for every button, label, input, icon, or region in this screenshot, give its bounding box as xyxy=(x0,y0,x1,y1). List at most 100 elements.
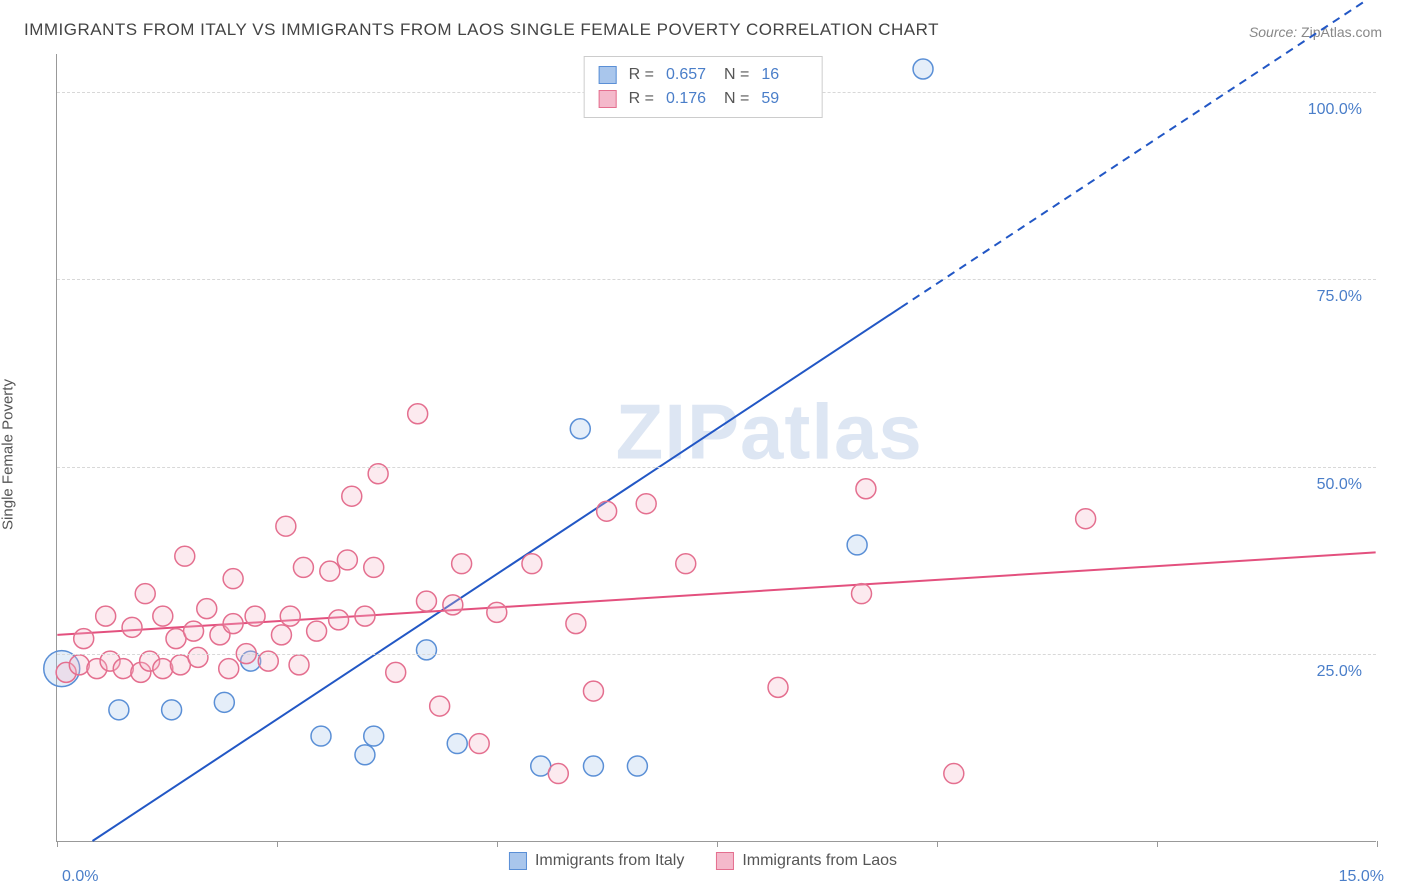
legend-label: Immigrants from Laos xyxy=(742,852,897,870)
stat-n-label: N = xyxy=(724,63,749,87)
data-point xyxy=(636,494,656,514)
x-tick xyxy=(717,841,718,847)
data-point xyxy=(913,59,933,79)
data-point xyxy=(583,681,603,701)
x-tick xyxy=(1157,841,1158,847)
data-point xyxy=(856,479,876,499)
x-axis-max-label: 15.0% xyxy=(1339,868,1384,886)
x-tick xyxy=(497,841,498,847)
stat-r-label: R = xyxy=(629,87,654,111)
data-point xyxy=(162,700,182,720)
data-point xyxy=(408,404,428,424)
x-tick xyxy=(277,841,278,847)
data-point xyxy=(96,606,116,626)
stat-n-value: 16 xyxy=(761,63,807,87)
chart-svg xyxy=(57,54,1376,841)
legend-swatch xyxy=(716,852,734,870)
data-point xyxy=(122,617,142,637)
data-point xyxy=(355,606,375,626)
gridline xyxy=(57,654,1376,655)
source-label: Source: xyxy=(1249,24,1297,40)
data-point xyxy=(113,659,133,679)
y-axis-label: Single Female Poverty xyxy=(0,379,17,530)
data-point xyxy=(342,486,362,506)
legend-label: Immigrants from Italy xyxy=(535,852,684,870)
data-point xyxy=(566,614,586,634)
data-point xyxy=(676,554,696,574)
data-point xyxy=(197,599,217,619)
data-point xyxy=(469,734,489,754)
stat-r-value: 0.176 xyxy=(666,87,712,111)
data-point xyxy=(245,606,265,626)
x-tick xyxy=(1377,841,1378,847)
data-point xyxy=(1076,509,1096,529)
y-tick-label: 25.0% xyxy=(1317,663,1362,681)
data-point xyxy=(416,591,436,611)
stat-n-value: 59 xyxy=(761,87,807,111)
x-axis-min-label: 0.0% xyxy=(62,868,98,886)
data-point xyxy=(214,692,234,712)
y-tick-label: 100.0% xyxy=(1308,101,1362,119)
data-point xyxy=(329,610,349,630)
y-tick-label: 50.0% xyxy=(1317,476,1362,494)
data-point xyxy=(135,584,155,604)
data-point xyxy=(311,726,331,746)
data-point xyxy=(386,662,406,682)
data-point xyxy=(452,554,472,574)
data-point xyxy=(223,569,243,589)
data-point xyxy=(293,557,313,577)
source-attribution: Source: ZipAtlas.com xyxy=(1249,24,1382,40)
data-point xyxy=(280,606,300,626)
data-point xyxy=(570,419,590,439)
data-point xyxy=(175,546,195,566)
data-point xyxy=(276,516,296,536)
data-point xyxy=(487,602,507,622)
data-point xyxy=(153,606,173,626)
legend-swatch xyxy=(599,90,617,108)
data-point xyxy=(447,734,467,754)
data-point xyxy=(430,696,450,716)
data-point xyxy=(219,659,239,679)
legend-row: R = 0.176 N = 59 xyxy=(599,87,808,111)
data-point xyxy=(847,535,867,555)
data-point xyxy=(522,554,542,574)
data-point xyxy=(69,655,89,675)
correlation-legend: R = 0.657 N = 16 R = 0.176 N = 59 xyxy=(584,56,823,118)
data-point xyxy=(627,756,647,776)
legend-item: Immigrants from Italy xyxy=(509,852,684,870)
chart-title: IMMIGRANTS FROM ITALY VS IMMIGRANTS FROM… xyxy=(24,20,939,40)
data-point xyxy=(337,550,357,570)
data-point xyxy=(416,640,436,660)
source-value: ZipAtlas.com xyxy=(1301,24,1382,40)
data-point xyxy=(223,614,243,634)
data-point xyxy=(364,557,384,577)
series-legend: Immigrants from Italy Immigrants from Lao… xyxy=(509,852,897,870)
data-point xyxy=(188,647,208,667)
legend-item: Immigrants from Laos xyxy=(716,852,897,870)
data-point xyxy=(320,561,340,581)
gridline xyxy=(57,279,1376,280)
data-point xyxy=(944,764,964,784)
data-point xyxy=(307,621,327,641)
data-point xyxy=(852,584,872,604)
legend-swatch xyxy=(509,852,527,870)
data-point xyxy=(289,655,309,675)
legend-row: R = 0.657 N = 16 xyxy=(599,63,808,87)
data-point xyxy=(597,501,617,521)
data-point xyxy=(355,745,375,765)
x-tick xyxy=(937,841,938,847)
stat-r-value: 0.657 xyxy=(666,63,712,87)
data-point xyxy=(443,595,463,615)
data-point xyxy=(548,764,568,784)
data-point xyxy=(583,756,603,776)
stat-n-label: N = xyxy=(724,87,749,111)
data-point xyxy=(768,677,788,697)
plot-area: ZIPatlas 25.0%50.0%75.0%100.0% xyxy=(56,54,1376,842)
legend-swatch xyxy=(599,66,617,84)
y-tick-label: 75.0% xyxy=(1317,288,1362,306)
data-point xyxy=(184,621,204,641)
data-point xyxy=(153,659,173,679)
data-point xyxy=(364,726,384,746)
data-point xyxy=(109,700,129,720)
stat-r-label: R = xyxy=(629,63,654,87)
